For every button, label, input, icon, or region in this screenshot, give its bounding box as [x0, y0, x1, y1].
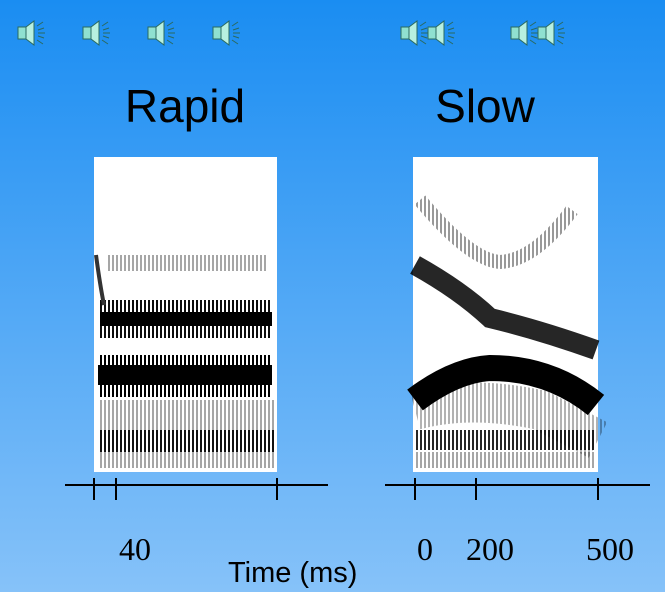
- spectrogram-slow: [407, 157, 608, 472]
- tick-label: 0: [417, 531, 433, 567]
- panel-title: Slow: [435, 80, 535, 132]
- tick-label: 40: [119, 531, 151, 567]
- spectrogram-rapid: [94, 157, 277, 472]
- axis-label: Time (ms): [228, 557, 357, 589]
- tick-label: 200: [466, 531, 514, 567]
- time-axes: [65, 478, 650, 500]
- panel-title: Rapid: [125, 80, 245, 132]
- tick-label: 500: [586, 531, 634, 567]
